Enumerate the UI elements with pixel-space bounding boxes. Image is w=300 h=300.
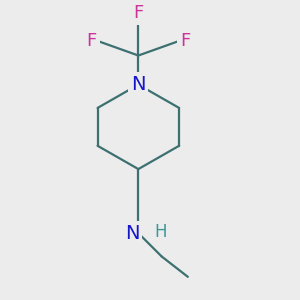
Text: F: F <box>133 4 143 22</box>
Text: F: F <box>180 32 190 50</box>
Text: N: N <box>131 75 146 94</box>
Text: F: F <box>87 32 97 50</box>
Text: N: N <box>125 224 140 243</box>
Text: H: H <box>154 223 167 241</box>
